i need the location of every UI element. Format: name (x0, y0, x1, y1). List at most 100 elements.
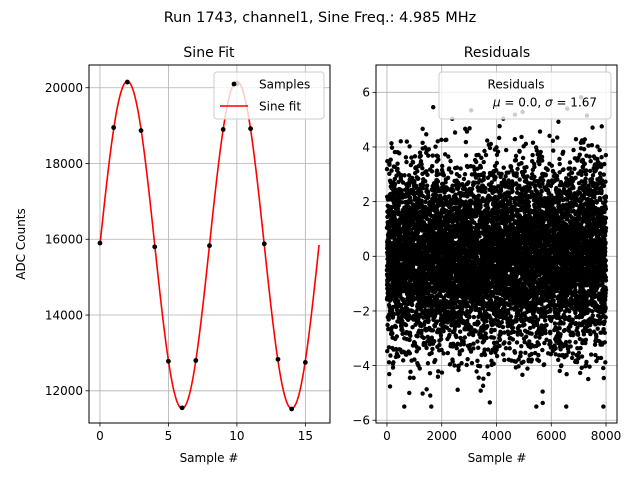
residual-point (398, 303, 404, 308)
residual-point (438, 333, 444, 338)
residual-point (476, 152, 481, 158)
residual-point (457, 329, 463, 334)
sample-point (152, 244, 158, 250)
residual-point (453, 192, 458, 197)
residual-point (428, 393, 433, 398)
residual-point (517, 149, 522, 154)
residual-point (494, 160, 500, 166)
residual-point (414, 186, 420, 191)
residual-point (484, 335, 489, 341)
residual-point (491, 335, 497, 340)
x-tick-label: 5 (165, 429, 173, 443)
residual-point (450, 183, 455, 188)
residual-point (418, 314, 423, 319)
residual-point (412, 154, 418, 159)
residual-point (447, 332, 452, 338)
residual-point (471, 314, 477, 320)
residual-point (478, 203, 483, 208)
residual-point (487, 145, 493, 151)
residual-point (465, 303, 471, 309)
residual-point (420, 391, 425, 396)
residual-point (415, 168, 420, 174)
residual-point (426, 147, 432, 152)
residual-point (512, 350, 518, 355)
residual-point (435, 139, 440, 144)
residual-point (436, 369, 441, 374)
residual-point (448, 158, 453, 164)
residual-point (408, 369, 413, 375)
residual-point (398, 177, 404, 182)
residual-point (519, 161, 524, 166)
residual-point (389, 145, 395, 150)
residual-point (441, 329, 446, 334)
residual-point (446, 166, 452, 171)
residual-point (387, 171, 392, 176)
residual-point (391, 360, 396, 365)
residual-point (384, 166, 390, 172)
residual-point (481, 174, 486, 179)
residual-point (497, 343, 502, 349)
residual-point (459, 360, 464, 366)
residual-point (407, 337, 412, 343)
residual-point (395, 166, 400, 172)
residual-point (518, 350, 523, 355)
sine-fit-frame (88, 64, 331, 424)
residual-point (483, 152, 489, 158)
residual-point (415, 230, 421, 235)
residual-point (519, 332, 524, 337)
residual-point (456, 363, 461, 368)
residual-point (494, 145, 499, 150)
residual-point (423, 199, 428, 205)
residual-point (408, 198, 413, 204)
residual-point (483, 185, 488, 191)
sine-fit-legend-box (213, 71, 325, 120)
residuals-title: Residuals (464, 45, 530, 61)
residual-point (467, 126, 472, 131)
residual-point (468, 349, 474, 354)
residual-point (482, 352, 488, 357)
residual-point (475, 166, 480, 171)
residual-point (407, 144, 412, 149)
residual-point (410, 160, 416, 165)
residual-point (483, 331, 488, 336)
residual-point (429, 404, 434, 409)
residual-point (397, 151, 402, 156)
residual-point (463, 153, 469, 158)
residual-point (481, 338, 487, 343)
residual-point (451, 306, 456, 311)
residual-point (407, 375, 413, 380)
residual-point (449, 170, 454, 175)
residual-point (459, 348, 465, 353)
residual-point (419, 198, 424, 203)
residual-point (484, 318, 489, 324)
residual-point (475, 358, 480, 364)
residual-point (510, 325, 516, 330)
residual-point (400, 358, 406, 363)
sample-point (193, 358, 199, 363)
residual-point (478, 165, 484, 170)
residual-point (485, 138, 490, 143)
residual-point (515, 166, 520, 172)
residual-point (452, 363, 457, 368)
residual-point (507, 340, 512, 346)
residual-point (434, 208, 440, 213)
sample-point (97, 240, 103, 246)
residual-point (424, 169, 429, 174)
residual-point (512, 137, 518, 142)
residual-point (457, 174, 462, 179)
residual-point (391, 311, 397, 317)
residual-point (478, 388, 483, 393)
residual-point (424, 387, 429, 392)
residual-point (476, 375, 481, 380)
residual-point (419, 328, 424, 333)
residual-point (474, 369, 479, 374)
residual-point (501, 352, 506, 357)
residual-point (403, 155, 409, 160)
y-tick-label: 18000 (45, 157, 83, 171)
residual-point (519, 343, 524, 349)
residual-point (390, 331, 395, 336)
residual-point (392, 182, 398, 187)
residual-point (514, 171, 519, 176)
residual-point (501, 165, 506, 170)
